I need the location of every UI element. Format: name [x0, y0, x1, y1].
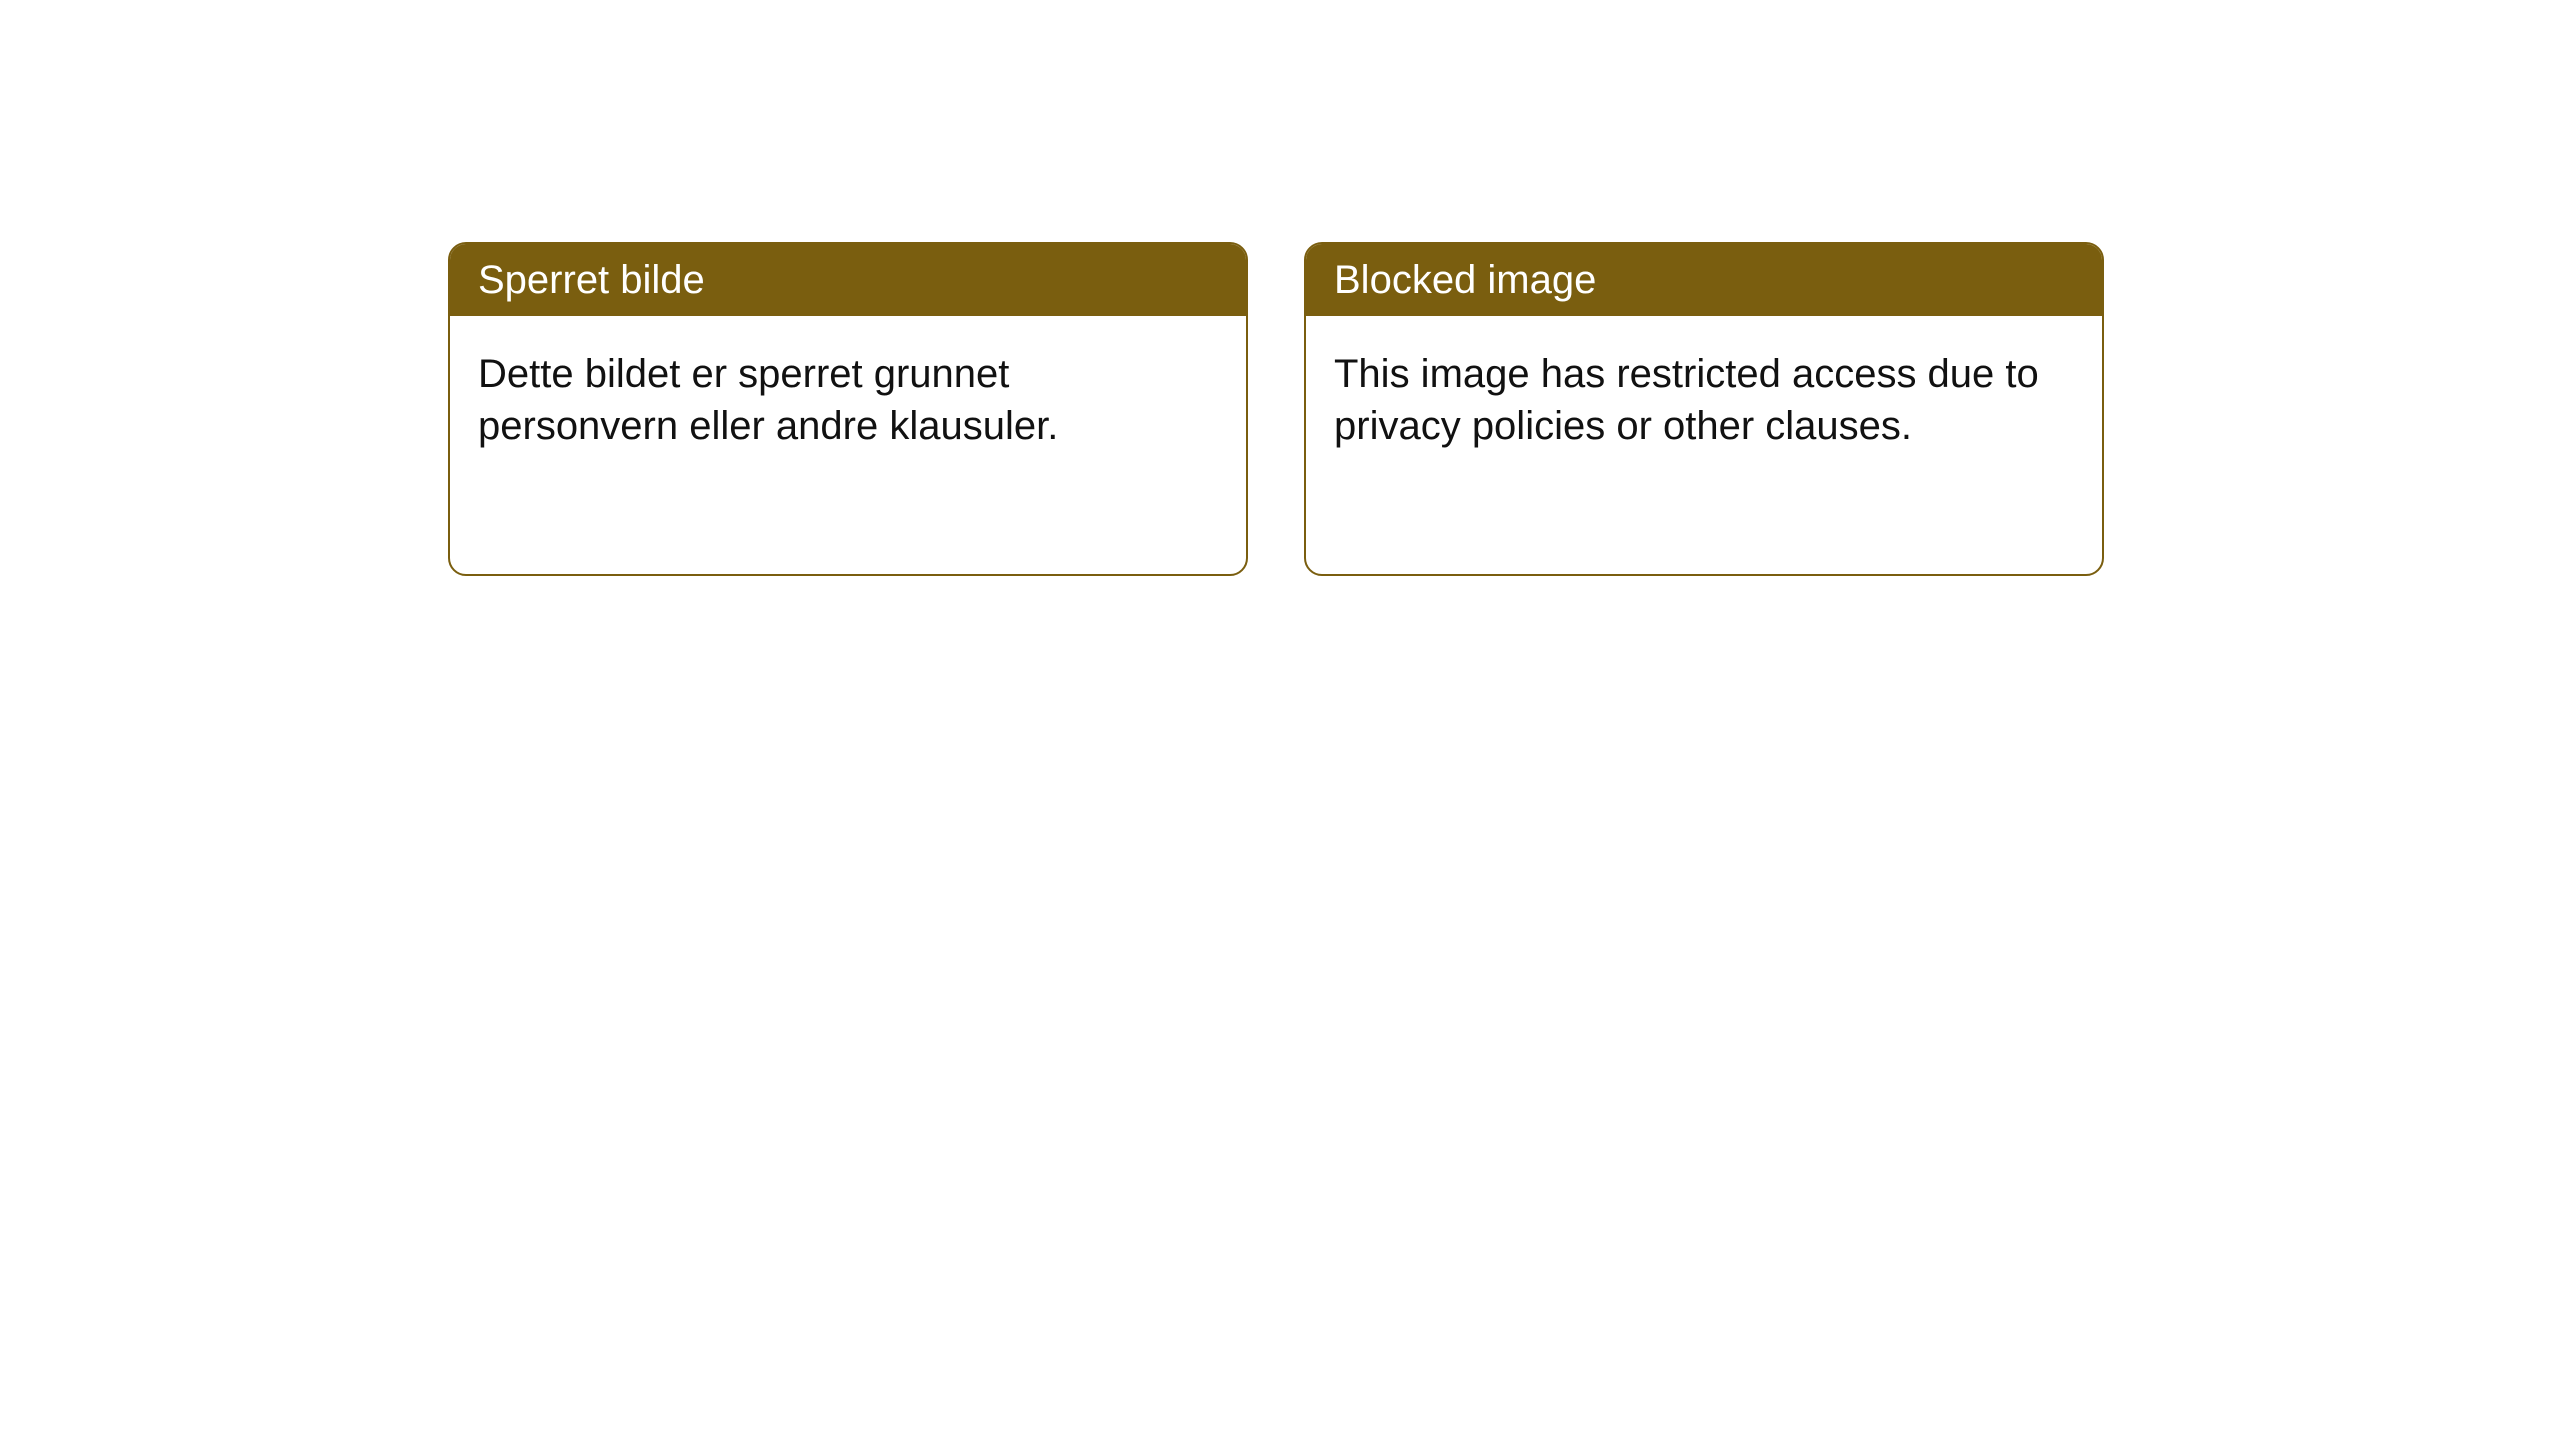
notice-title-english: Blocked image — [1306, 244, 2102, 316]
blocked-image-notices: Sperret bilde Dette bildet er sperret gr… — [448, 242, 2104, 576]
notice-body-norwegian: Dette bildet er sperret grunnet personve… — [450, 316, 1246, 484]
notice-title-norwegian: Sperret bilde — [450, 244, 1246, 316]
notice-card-norwegian: Sperret bilde Dette bildet er sperret gr… — [448, 242, 1248, 576]
notice-card-english: Blocked image This image has restricted … — [1304, 242, 2104, 576]
notice-body-english: This image has restricted access due to … — [1306, 316, 2102, 484]
